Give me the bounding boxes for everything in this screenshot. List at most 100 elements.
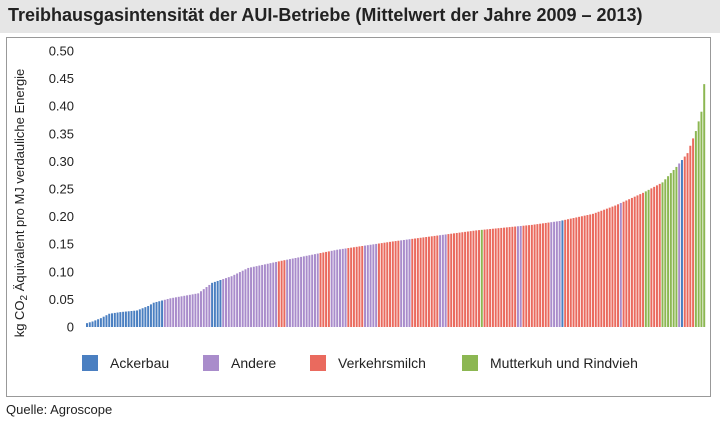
legend: Ackerbau Andere Verkehrsmilch Mutterkuh und… <box>82 355 638 371</box>
bar <box>408 239 411 327</box>
bar <box>361 245 364 327</box>
bar <box>225 278 227 327</box>
bar <box>439 235 442 327</box>
bar <box>617 204 620 327</box>
bar <box>489 229 492 327</box>
legend-label: Ackerbau <box>110 355 169 371</box>
bar <box>155 301 158 327</box>
bar <box>697 121 700 327</box>
legend-swatch <box>203 355 219 371</box>
bar <box>483 229 486 327</box>
bar <box>511 226 514 327</box>
bar <box>286 259 289 327</box>
bar <box>244 269 247 327</box>
bar <box>227 277 230 327</box>
bar <box>614 205 617 327</box>
bar <box>555 221 558 327</box>
bar <box>358 246 361 327</box>
bar <box>447 234 450 327</box>
bar <box>280 260 283 327</box>
bar <box>472 230 475 327</box>
bar <box>258 265 261 327</box>
y-tick-label: 0.35 <box>49 126 74 141</box>
bar <box>283 260 286 327</box>
bar <box>333 250 336 327</box>
bar <box>86 323 88 327</box>
bar <box>667 176 670 327</box>
bar <box>250 267 253 327</box>
y-tick-label: 0.25 <box>49 182 74 197</box>
bar <box>364 245 367 327</box>
y-axis-label: kg CO2 Äquivalent pro MJ verdauliche Ene… <box>12 69 30 338</box>
bar <box>99 318 102 327</box>
bar <box>450 233 453 327</box>
bar <box>236 273 239 327</box>
bar <box>222 279 225 327</box>
bar <box>686 153 689 327</box>
bar <box>528 225 531 327</box>
bar <box>508 227 511 327</box>
bar <box>302 256 305 327</box>
bar <box>130 310 133 327</box>
bar <box>436 235 439 327</box>
bar <box>288 259 291 327</box>
legend-swatch <box>82 355 98 371</box>
bar <box>405 239 408 327</box>
bar <box>619 203 622 327</box>
bar <box>372 244 375 327</box>
bar <box>642 192 645 327</box>
bar <box>400 240 403 327</box>
bar <box>102 316 105 327</box>
bar <box>161 300 164 327</box>
bar <box>327 251 330 327</box>
bar <box>455 232 458 327</box>
bar <box>138 309 141 327</box>
bar <box>594 212 597 327</box>
y-tick-label: 0.45 <box>49 71 74 86</box>
bar <box>133 310 136 327</box>
bar <box>566 219 569 327</box>
bar <box>536 224 539 327</box>
source-note: Quelle: Agroscope <box>6 402 113 417</box>
bar <box>578 216 581 327</box>
bar <box>453 233 455 327</box>
bar <box>216 280 219 327</box>
bar <box>558 221 561 327</box>
bar <box>561 220 564 327</box>
bar <box>650 188 653 327</box>
bar <box>553 221 556 327</box>
bar <box>533 224 536 327</box>
bar <box>675 166 678 327</box>
bar <box>127 311 130 327</box>
bar <box>375 243 378 327</box>
y-tick-label: 0.05 <box>49 292 74 307</box>
bar <box>505 227 508 327</box>
bar <box>275 261 278 327</box>
bar <box>664 179 667 327</box>
bar <box>252 266 255 327</box>
bar <box>694 131 697 327</box>
bar <box>386 242 389 327</box>
bar <box>672 170 675 327</box>
bar <box>211 282 214 327</box>
bar <box>202 289 205 327</box>
bar <box>247 267 250 327</box>
page-title: Treibhausgasintensität der AUI-Betriebe … <box>8 5 643 25</box>
bar <box>600 210 603 327</box>
bar <box>530 224 533 327</box>
bar <box>233 274 236 327</box>
bar <box>111 313 113 327</box>
bar <box>575 217 578 327</box>
bar <box>350 247 353 327</box>
bar <box>213 281 216 327</box>
bar <box>152 302 155 327</box>
bar <box>589 214 592 327</box>
bar <box>658 183 661 327</box>
bar <box>347 248 350 327</box>
bar <box>272 262 275 327</box>
bar <box>205 287 208 327</box>
bar <box>183 295 186 327</box>
bar <box>692 138 695 327</box>
bar <box>172 297 175 327</box>
bar <box>661 182 664 327</box>
